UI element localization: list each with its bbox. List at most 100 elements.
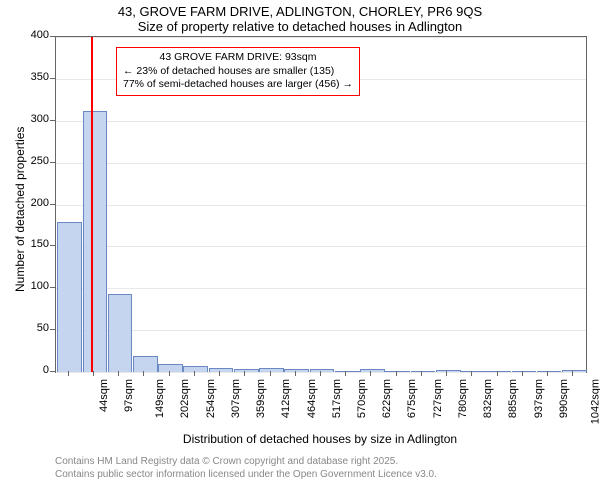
y-tick-mark: [50, 78, 55, 79]
y-tick-mark: [50, 204, 55, 205]
bar: [360, 369, 385, 372]
bar: [259, 368, 284, 372]
x-tick-mark: [244, 371, 245, 376]
y-tick-mark: [50, 371, 55, 372]
bar: [486, 371, 511, 372]
x-tick-label: 149sqm: [154, 379, 166, 418]
x-tick-label: 412sqm: [280, 379, 292, 418]
x-tick-mark: [194, 371, 195, 376]
gridline: [56, 163, 586, 164]
gridline: [56, 330, 586, 331]
x-tick-label: 780sqm: [457, 379, 469, 418]
y-tick-label: 300: [23, 113, 49, 125]
annotation-line-1: 43 GROVE FARM DRIVE: 93sqm: [123, 51, 353, 65]
x-tick-mark: [295, 371, 296, 376]
x-tick-label: 885sqm: [508, 379, 520, 418]
x-tick-label: 359sqm: [255, 379, 267, 418]
bar: [284, 369, 309, 373]
x-tick-label: 44sqm: [98, 379, 110, 412]
y-tick-label: 400: [23, 29, 49, 41]
x-axis-label: Distribution of detached houses by size …: [55, 432, 585, 446]
x-tick-label: 937sqm: [533, 379, 545, 418]
bar: [385, 371, 410, 372]
gridline: [56, 37, 586, 38]
attribution: Contains HM Land Registry data © Crown c…: [55, 455, 437, 481]
attribution-line-1: Contains HM Land Registry data © Crown c…: [55, 455, 437, 468]
bar: [335, 371, 360, 372]
y-tick-mark: [50, 120, 55, 121]
bar: [108, 294, 133, 372]
x-tick-mark: [396, 371, 397, 376]
y-tick-label: 150: [23, 238, 49, 250]
y-tick-mark: [50, 287, 55, 288]
annotation-line-3: 77% of semi-detached houses are larger (…: [123, 78, 353, 92]
x-tick-mark: [471, 371, 472, 376]
annotation-box: 43 GROVE FARM DRIVE: 93sqm← 23% of detac…: [116, 47, 360, 96]
x-tick-mark: [421, 371, 422, 376]
marker-line: [91, 37, 93, 372]
bar: [310, 369, 335, 372]
x-tick-mark: [345, 371, 346, 376]
y-tick-mark: [50, 245, 55, 246]
gridline: [56, 246, 586, 247]
bar: [183, 366, 208, 372]
x-tick-mark: [547, 371, 548, 376]
x-tick-label: 464sqm: [306, 379, 318, 418]
x-tick-mark: [370, 371, 371, 376]
gridline: [56, 288, 586, 289]
chart-title-1: 43, GROVE FARM DRIVE, ADLINGTON, CHORLEY…: [0, 0, 600, 19]
x-tick-label: 254sqm: [205, 379, 217, 418]
x-tick-mark: [320, 371, 321, 376]
y-tick-label: 200: [23, 197, 49, 209]
gridline: [56, 372, 586, 373]
gridline: [56, 121, 586, 122]
x-tick-label: 675sqm: [407, 379, 419, 418]
bar: [411, 371, 436, 372]
x-tick-label: 622sqm: [381, 379, 393, 418]
bar: [234, 369, 259, 373]
bar: [537, 371, 562, 372]
x-tick-label: 97sqm: [123, 379, 135, 412]
x-tick-mark: [219, 371, 220, 376]
x-tick-label: 727sqm: [432, 379, 444, 418]
gridline: [56, 205, 586, 206]
x-tick-mark: [169, 371, 170, 376]
chart-title-2: Size of property relative to detached ho…: [0, 19, 600, 34]
y-tick-label: 250: [23, 155, 49, 167]
y-tick-mark: [50, 162, 55, 163]
y-tick-label: 0: [23, 364, 49, 376]
bar: [436, 370, 461, 372]
annotation-line-2: ← 23% of detached houses are smaller (13…: [123, 65, 353, 79]
x-tick-label: 990sqm: [558, 379, 570, 418]
plot-area: 43 GROVE FARM DRIVE: 93sqm← 23% of detac…: [55, 36, 587, 373]
y-tick-mark: [50, 329, 55, 330]
y-tick-mark: [50, 36, 55, 37]
x-tick-label: 570sqm: [356, 379, 368, 418]
attribution-line-2: Contains public sector information licen…: [55, 468, 437, 481]
bar: [133, 356, 158, 372]
x-tick-label: 1042sqm: [589, 379, 600, 424]
x-tick-mark: [270, 371, 271, 376]
y-tick-label: 100: [23, 280, 49, 292]
x-tick-mark: [572, 371, 573, 376]
x-tick-label: 517sqm: [331, 379, 343, 418]
y-tick-label: 50: [23, 322, 49, 334]
bar: [83, 111, 108, 372]
x-tick-mark: [93, 371, 94, 376]
x-tick-mark: [522, 371, 523, 376]
x-tick-mark: [497, 371, 498, 376]
x-tick-label: 202sqm: [179, 379, 191, 418]
y-tick-label: 350: [23, 71, 49, 83]
x-tick-mark: [68, 371, 69, 376]
bar: [512, 371, 537, 372]
bar: [57, 222, 82, 372]
bar: [562, 370, 587, 372]
bar: [461, 371, 486, 372]
bar: [158, 364, 183, 372]
bar: [209, 368, 234, 372]
x-tick-mark: [118, 371, 119, 376]
chart-container: 43, GROVE FARM DRIVE, ADLINGTON, CHORLEY…: [0, 0, 600, 500]
x-tick-label: 832sqm: [482, 379, 494, 418]
x-tick-mark: [143, 371, 144, 376]
x-tick-mark: [446, 371, 447, 376]
